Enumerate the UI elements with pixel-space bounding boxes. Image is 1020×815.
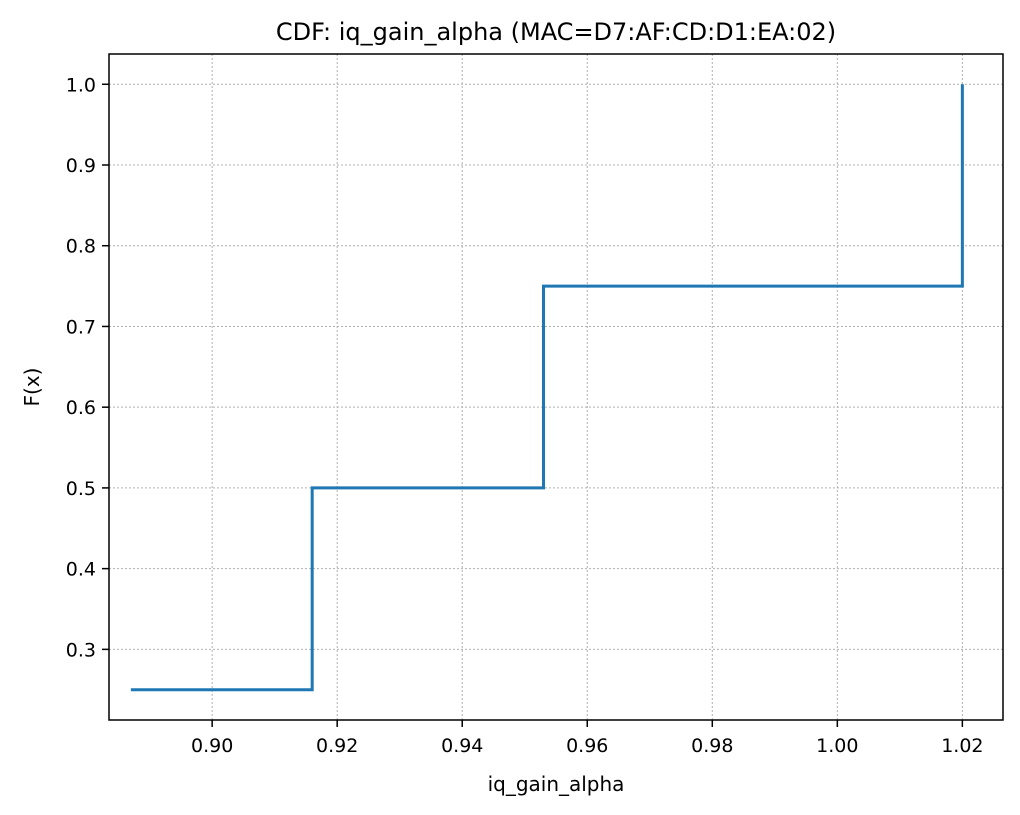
x-tick-label: 0.98 (691, 735, 733, 757)
cdf-step-line (130, 84, 964, 692)
y-tick-label: 1.0 (66, 74, 96, 96)
ticks: 0.90 0.92 0.94 0.96 0.98 1.00 1.02 0.3 0.4 0.5 0.6… (66, 74, 984, 757)
chart-title: CDF: iq_gain_alpha (MAC=D7:AF:CD:D1:EA:0… (276, 18, 836, 46)
x-tick-label: 1.02 (941, 735, 983, 757)
x-tick-label: 0.92 (316, 735, 358, 757)
grid (109, 54, 1003, 720)
y-tick-label: 0.8 (66, 236, 96, 258)
y-axis-label: F(x) (20, 368, 44, 407)
y-tick-label: 0.9 (66, 155, 96, 177)
y-tick-label: 0.6 (66, 397, 96, 419)
y-tick-label: 0.4 (66, 559, 96, 581)
x-tick-label: 0.90 (191, 735, 233, 757)
y-tick-label: 0.3 (66, 639, 96, 661)
series-layer (130, 84, 964, 692)
y-tick-label: 0.7 (66, 316, 96, 338)
x-axis-label: iq_gain_alpha (488, 772, 625, 796)
y-tick-label: 0.5 (66, 478, 96, 500)
x-tick-label: 1.00 (816, 735, 858, 757)
plot-frame (108, 53, 1004, 721)
x-tick-label: 0.94 (441, 735, 483, 757)
x-tick-label: 0.96 (566, 735, 608, 757)
